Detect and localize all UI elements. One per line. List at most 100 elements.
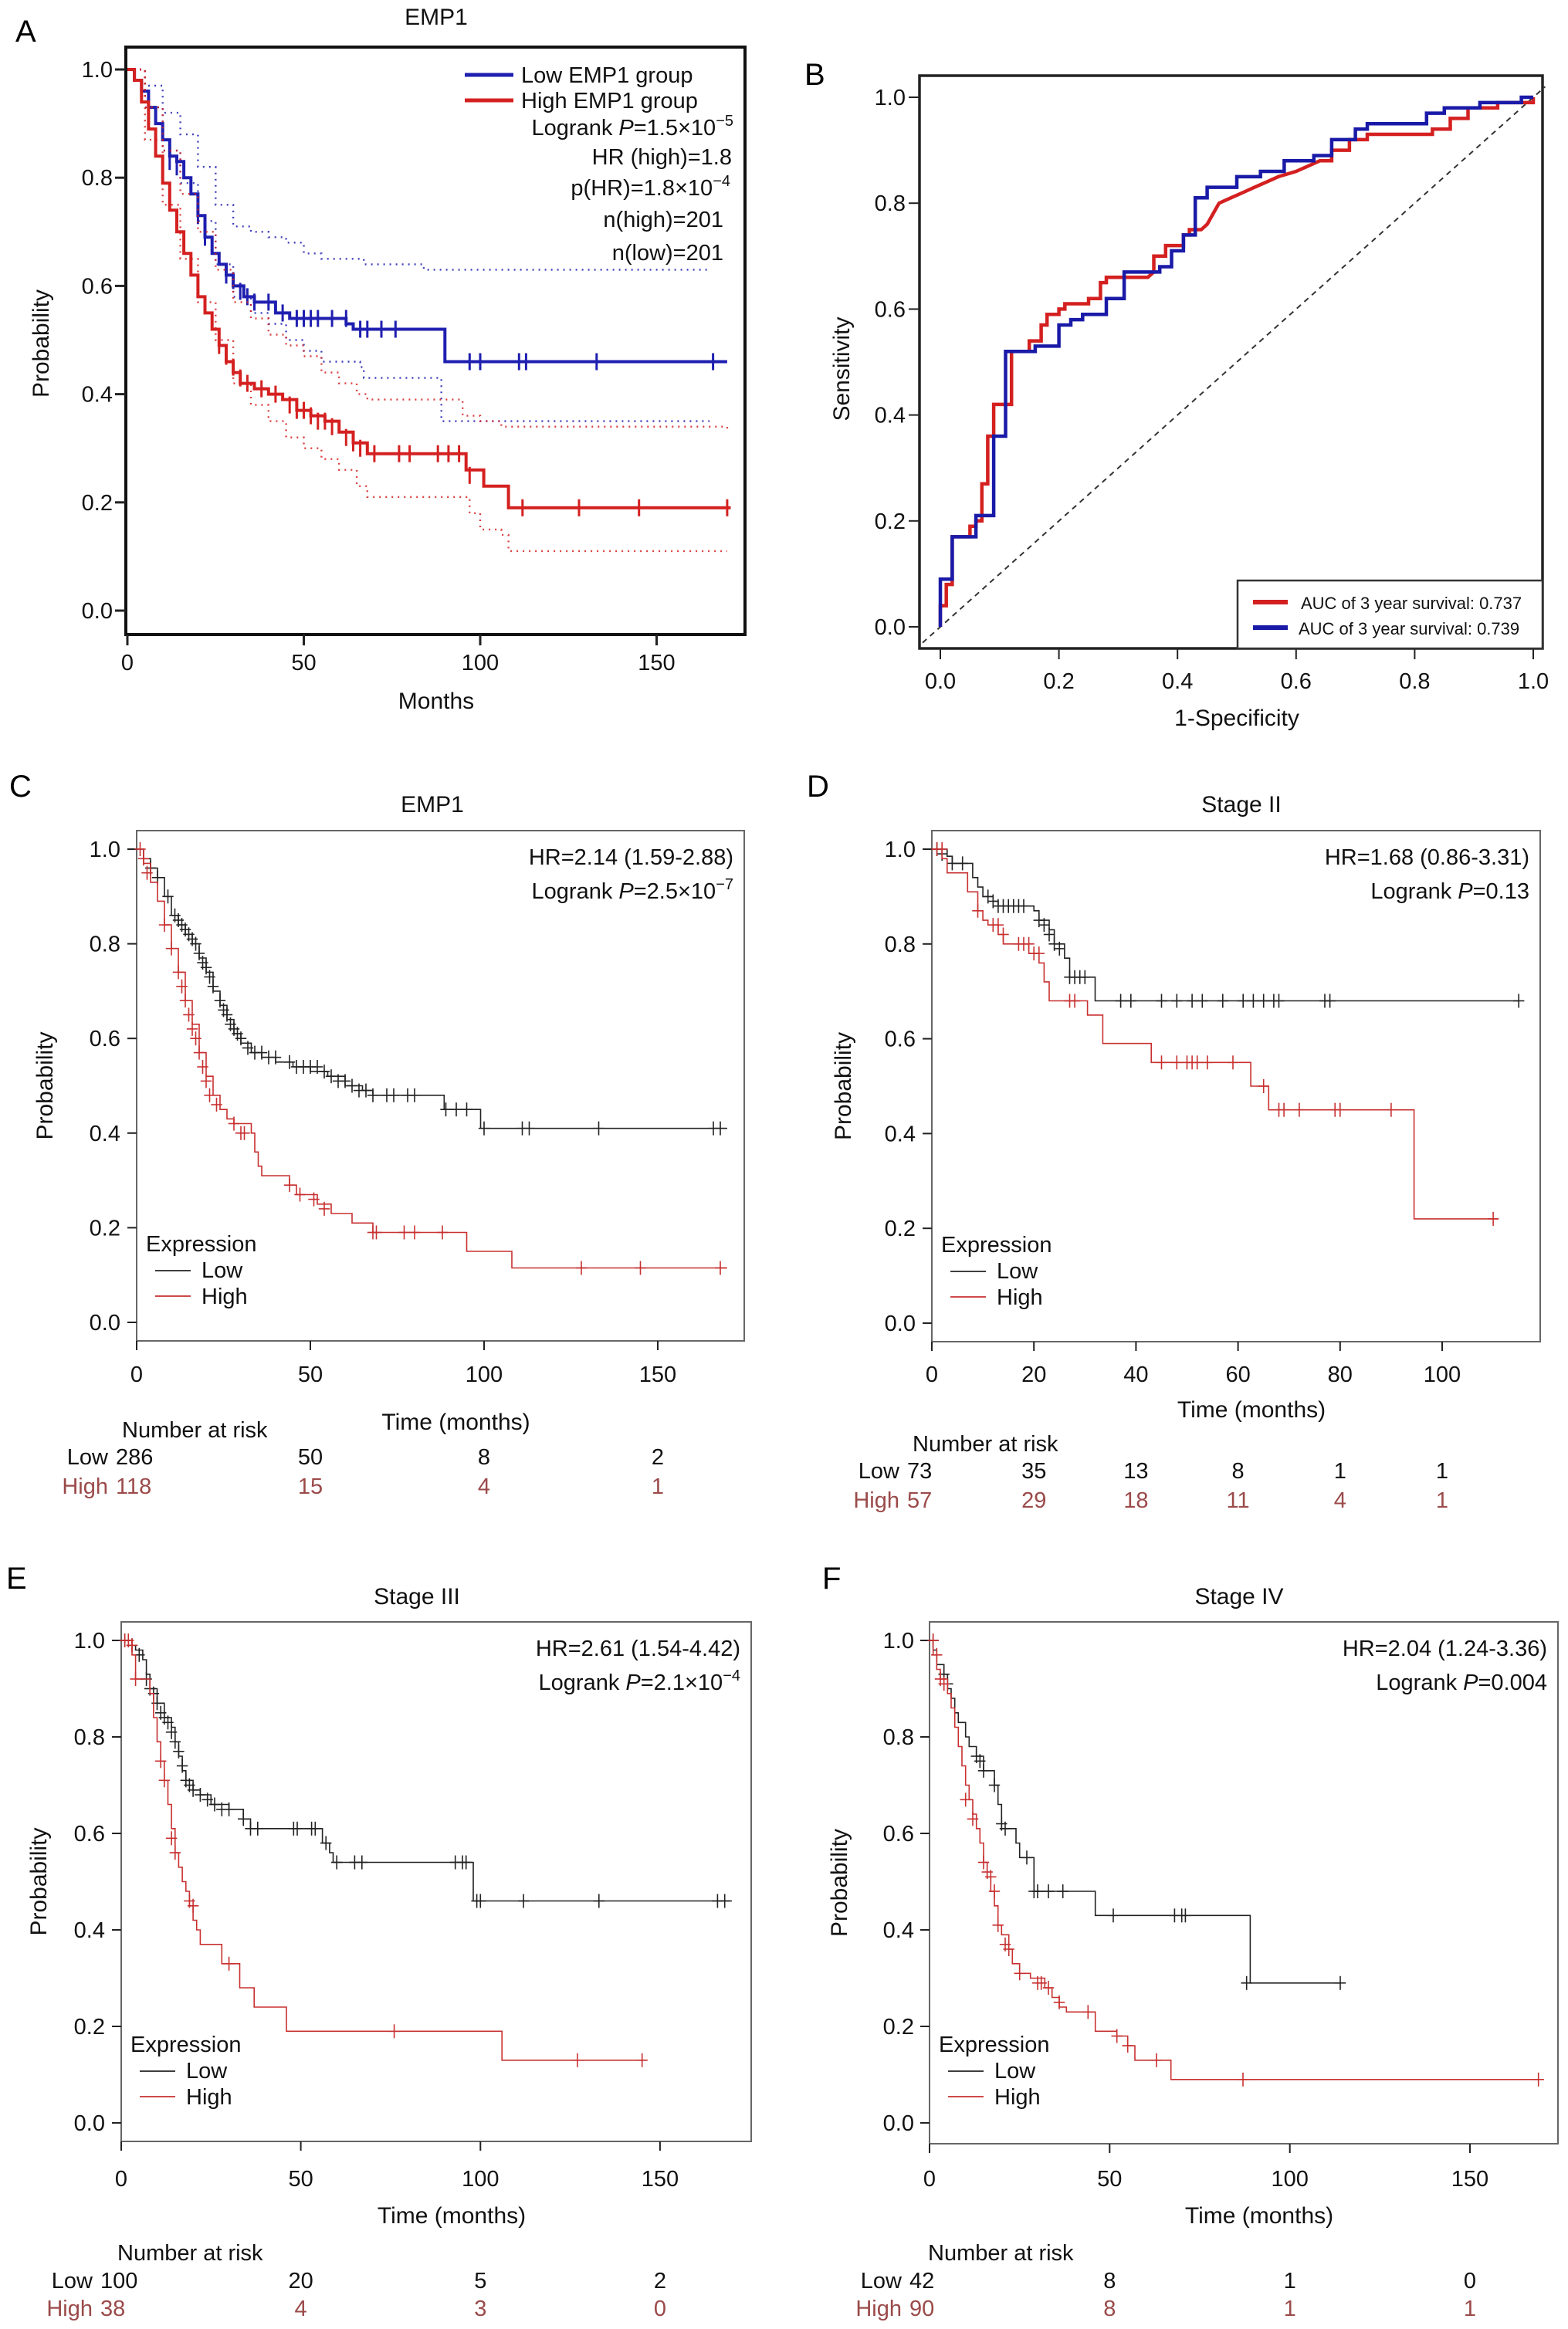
panel-f-plot-area: 0.0 0.2 0.4 0.6 0.8 1.0 0 50 100 150 Time (months)… [827, 1621, 1559, 2321]
panel-f-ytick-label: 0.4 [883, 1918, 914, 1943]
panel-d-risk-title: Number at risk [913, 1432, 1058, 1457]
panel-d-logrank-annotation: Logrank P=0.13 [1370, 879, 1529, 904]
panel-c-ytick-label: 1.0 [90, 838, 120, 862]
panel-c-frame [136, 830, 745, 1342]
panel-c-curve-high [137, 848, 727, 1269]
panel-e-title: Stage III [374, 1584, 460, 1610]
logrank-value: =1.5×10 [634, 116, 716, 140]
panel-b-legend: AUC of 3 year survival: 0.737 AUC of 3 y… [1236, 579, 1544, 650]
panel-f-curve-high [930, 1640, 1539, 2080]
panel-c-ytick-label: 0.8 [90, 933, 120, 957]
panel-f-risk-row-label-low: Low [861, 2269, 903, 2293]
panel-f-ytick-label: 1.0 [883, 1629, 914, 1654]
panel-c-legend-title: Expression [146, 1232, 256, 1257]
panel-b-ytick-label: 0.0 [875, 615, 906, 640]
panel-d-survival-chart: D Stage II 0.0 0.2 0.4 0.6 0.8 1.0 0 20 40 60 80 10… [807, 770, 1541, 1513]
panel-a-title: EMP1 [405, 5, 468, 30]
panel-d-curve-high [932, 848, 1499, 1220]
logrank-p: P [625, 1671, 641, 1695]
panel-c-xtick-label: 50 [298, 1363, 323, 1387]
panel-a-ytick-label: 0.0 [82, 599, 113, 624]
panel-b-ytick-label: 0.4 [875, 404, 906, 428]
panel-b-xtick-label: 0.6 [1281, 669, 1312, 694]
panel-c-xtick-label: 100 [466, 1363, 503, 1387]
panel-b-xtick-label: 0.2 [1043, 669, 1074, 694]
logrank-prefix: Logrank [532, 879, 619, 904]
logrank-prefix: Logrank [1370, 879, 1458, 904]
panel-d-ylabel: Probability [831, 1032, 856, 1140]
panel-e-ytick-label: 0.4 [74, 1918, 105, 1943]
panel-letter-d: D [807, 770, 829, 804]
panel-f-xtick-label: 100 [1272, 2167, 1309, 2192]
panel-b-plot-area: 0.0 0.2 0.4 0.6 0.8 1.0 0.0 0.2 0.4 0.6 0.8 1.0 [875, 74, 1549, 694]
panel-d-xlabel: Time (months) [1177, 1397, 1326, 1423]
panel-e-risk-value: 2 [654, 2269, 666, 2293]
panel-e-risk-title: Number at risk [117, 2241, 263, 2266]
phr-exponent: −4 [713, 173, 730, 190]
panel-e-survival-chart: E Stage III 0.00.20.40.60.81.00 50 100 150T… [6, 1562, 752, 2321]
panel-d-risk-value: 4 [1334, 1488, 1346, 1513]
panel-e-xtick-label: 50 [288, 2167, 313, 2192]
panel-c-risk-value: 2 [652, 1445, 664, 1470]
panel-c-ylabel: Probability [32, 1031, 58, 1139]
panel-f-title: Stage IV [1194, 1584, 1283, 1610]
panel-f-risk-value: 1 [1464, 2297, 1476, 2321]
panel-e-ytick-label: 1.0 [74, 1629, 105, 1654]
panel-e-ytick-label: 0.0 [74, 2111, 105, 2136]
panel-f-survival-chart: F Stage IV 0.0 0.2 0.4 0.6 0.8 1.0 0 50 100 150 Ti… [822, 1562, 1559, 2321]
panel-a-ytick-label: 0.2 [82, 491, 113, 516]
panel-b-xtick-label: 0.4 [1162, 669, 1193, 694]
panel-d-risk-value: 1 [1334, 1459, 1346, 1484]
panel-f-xlabel: Time (months) [1185, 2203, 1333, 2229]
panel-c-hr-annotation: HR=2.14 (1.59-2.88) [529, 845, 733, 870]
panel-f-xtick-label: 150 [1451, 2167, 1488, 2192]
panel-b-roc-chart: B 1-Specificity Sensitivity 0.0 0.2 0.4 0.6… [804, 58, 1549, 731]
panel-f-ylabel: Probability [827, 1829, 852, 1937]
panel-letter-f: F [822, 1562, 841, 1596]
panel-d-xtick-label: 0 [926, 1363, 938, 1387]
panel-c-risk-value: 8 [478, 1445, 490, 1470]
panel-c-risk-value: 1 [652, 1474, 664, 1499]
legend-label-auc-red: AUC of 3 year survival: 0.737 [1301, 594, 1522, 613]
panel-e-legend-label-low: Low [186, 2059, 228, 2084]
panel-d-title: Stage II [1201, 792, 1281, 818]
panel-b-ytick-label: 0.6 [875, 297, 906, 322]
logrank-value: =0.13 [1473, 879, 1529, 904]
panel-d-legend-title: Expression [941, 1233, 1052, 1258]
panel-e-hr-annotation: HR=2.61 (1.54-4.42) [536, 1637, 740, 1661]
panel-e-xlabel: Time (months) [378, 2203, 526, 2229]
panel-b-frame [918, 74, 1544, 650]
panel-e-ytick-label: 0.6 [74, 1822, 105, 1847]
panel-a-ci-lower-high [127, 68, 727, 553]
panel-a-ytick-label: 0.4 [82, 383, 113, 408]
panel-d-ytick-label: 0.8 [885, 933, 916, 957]
panel-b-xtick-label: 0.0 [925, 669, 956, 694]
panel-b-xlabel: 1-Specificity [1174, 706, 1299, 731]
panel-c-risk-value: 4 [478, 1474, 490, 1499]
panel-d-curve-low [932, 848, 1519, 1002]
panel-f-xtick-label: 50 [1097, 2167, 1122, 2192]
panel-e-xtick-label: 0 [115, 2167, 127, 2192]
panel-d-xtick-label: 100 [1424, 1363, 1461, 1387]
panel-e-ylabel: Probability [26, 1827, 52, 1935]
panel-d-risk-row-label-low: Low [859, 1459, 900, 1484]
logrank-p: P [1463, 1671, 1478, 1695]
legend-label-high: High EMP1 group [521, 89, 698, 113]
panel-a-frame [124, 46, 747, 636]
panel-a-survival-chart: A EMP1 Months Probability Low EMP1 group… [15, 5, 747, 714]
panel-c-risk-value: 15 [298, 1474, 323, 1499]
panel-b-xtick-label: 0.8 [1399, 669, 1430, 694]
panel-c-xtick-label: 150 [639, 1363, 676, 1387]
panel-f-risk-value: 90 [909, 2297, 934, 2321]
panel-f-ytick-label: 0.0 [883, 2111, 914, 2136]
panel-f-ytick-label: 0.8 [883, 1725, 914, 1750]
panel-a-n-low: n(low)=201 [612, 241, 723, 266]
panel-a-ci-upper-high [127, 68, 729, 432]
panel-c-risk-value: 118 [116, 1474, 151, 1499]
logrank-value: =0.004 [1478, 1671, 1547, 1695]
panel-a-n-high: n(high)=201 [603, 208, 723, 232]
panel-f-xtick-label: 0 [923, 2167, 936, 2192]
